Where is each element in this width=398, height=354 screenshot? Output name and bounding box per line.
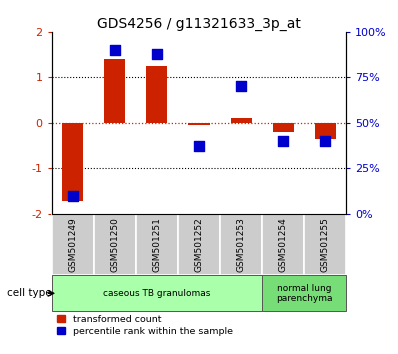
Bar bbox=[230, 118, 252, 123]
Text: caseous TB granulomas: caseous TB granulomas bbox=[103, 289, 211, 298]
Bar bbox=[262, 214, 304, 275]
Text: GSM501254: GSM501254 bbox=[279, 217, 288, 272]
Bar bbox=[52, 214, 94, 275]
Bar bbox=[146, 66, 168, 123]
Bar bbox=[62, 123, 83, 201]
Text: GSM501252: GSM501252 bbox=[195, 217, 203, 272]
Bar bbox=[304, 214, 346, 275]
Text: GSM501250: GSM501250 bbox=[110, 217, 119, 272]
Bar bbox=[104, 59, 125, 123]
Bar bbox=[273, 123, 294, 132]
Point bbox=[196, 144, 202, 149]
Point bbox=[280, 138, 286, 144]
Bar bbox=[52, 275, 262, 311]
Point bbox=[112, 47, 118, 53]
Bar bbox=[315, 123, 336, 139]
Point bbox=[322, 138, 328, 144]
Legend: transformed count, percentile rank within the sample: transformed count, percentile rank withi… bbox=[57, 314, 234, 337]
Bar bbox=[220, 214, 262, 275]
Text: cell type: cell type bbox=[7, 288, 52, 298]
Title: GDS4256 / g11321633_3p_at: GDS4256 / g11321633_3p_at bbox=[97, 17, 301, 31]
Bar bbox=[178, 214, 220, 275]
Text: GSM501251: GSM501251 bbox=[152, 217, 162, 272]
Text: GSM501249: GSM501249 bbox=[68, 217, 77, 272]
Point bbox=[238, 84, 244, 89]
Bar bbox=[94, 214, 136, 275]
Bar bbox=[189, 123, 209, 125]
Point bbox=[154, 51, 160, 57]
Bar bbox=[262, 275, 346, 311]
Text: GSM501253: GSM501253 bbox=[236, 217, 246, 272]
Text: normal lung
parenchyma: normal lung parenchyma bbox=[276, 284, 332, 303]
Point bbox=[70, 193, 76, 198]
Text: GSM501255: GSM501255 bbox=[321, 217, 330, 272]
Bar bbox=[136, 214, 178, 275]
